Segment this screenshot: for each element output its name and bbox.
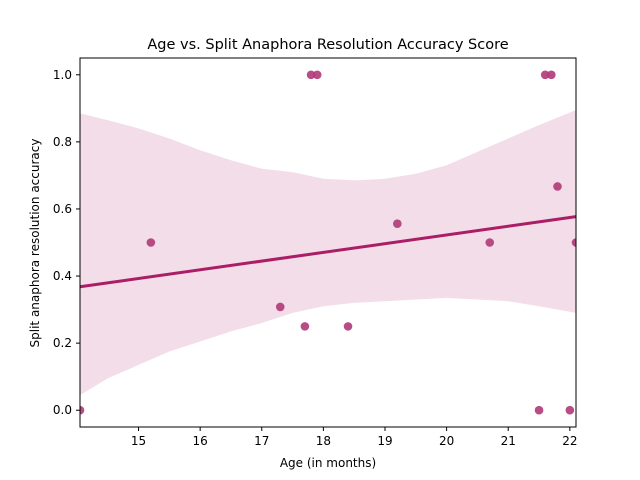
y-tick-label: 0.4 bbox=[53, 269, 72, 283]
x-tick-label: 16 bbox=[193, 434, 208, 448]
y-tick-label: 1.0 bbox=[53, 68, 72, 82]
x-tick-label: 20 bbox=[439, 434, 454, 448]
data-point bbox=[343, 322, 353, 331]
x-tick-label: 18 bbox=[316, 434, 331, 448]
y-tick-label: 0.8 bbox=[53, 135, 72, 149]
x-axis-label: Age (in months) bbox=[280, 456, 376, 470]
x-tick-label: 21 bbox=[501, 434, 516, 448]
x-tick-label: 17 bbox=[254, 434, 269, 448]
data-point bbox=[300, 322, 310, 331]
x-tick-label: 22 bbox=[562, 434, 577, 448]
data-point bbox=[146, 238, 156, 247]
axes-frame bbox=[79, 57, 577, 428]
chart-title: Age vs. Split Anaphora Resolution Accura… bbox=[147, 37, 508, 53]
plot-area: 15 16 17 18 19 20 21 22 0.0 0.2 0.4 0.6 0.8 1.0 bbox=[53, 57, 577, 448]
x-tick-label: 15 bbox=[131, 434, 146, 448]
x-tick-label: 19 bbox=[377, 434, 392, 448]
data-point bbox=[571, 238, 576, 247]
data-point bbox=[393, 219, 402, 229]
data-point bbox=[275, 302, 285, 312]
data-point bbox=[565, 405, 575, 415]
y-axis-label: Split anaphora resolution accuracy bbox=[28, 139, 42, 348]
data-point bbox=[312, 70, 322, 80]
data-point bbox=[306, 70, 316, 80]
data-point bbox=[534, 405, 544, 415]
regression-line bbox=[79, 215, 577, 289]
y-tick-label: 0.2 bbox=[53, 336, 72, 350]
data-point bbox=[547, 70, 556, 80]
y-tick-label: 0.0 bbox=[53, 403, 72, 417]
data-point bbox=[80, 405, 85, 415]
data-point bbox=[485, 238, 495, 247]
data-point bbox=[540, 70, 550, 80]
data-point bbox=[553, 182, 562, 191]
y-tick-label: 0.6 bbox=[53, 202, 72, 216]
